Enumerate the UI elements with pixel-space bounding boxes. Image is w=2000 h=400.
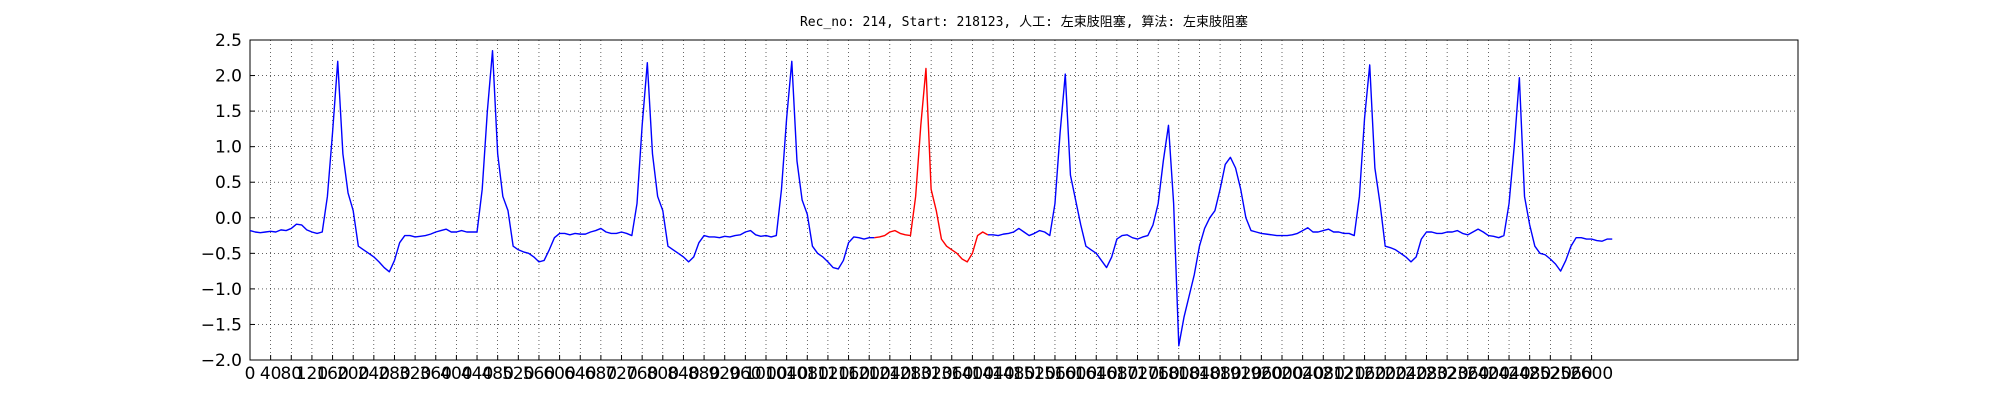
y-tick-label: −1.5 <box>201 315 242 335</box>
x-tick-label: 1760 <box>1137 364 1180 384</box>
x-tick-label: 80 <box>280 364 302 384</box>
x-tick-label: 1440 <box>971 364 1014 384</box>
x-tick-label: 2520 <box>1529 364 1572 384</box>
x-tick-label: 1560 <box>1033 364 1076 384</box>
x-tick-label: 840 <box>667 364 699 384</box>
x-tick-label: 720 <box>605 364 637 384</box>
x-tick-label: 1360 <box>930 364 973 384</box>
x-tick-label: 1240 <box>868 364 911 384</box>
y-tick-label: −2.0 <box>201 351 242 371</box>
x-tick-label: 560 <box>523 364 555 384</box>
x-tick-label: 1800 <box>1157 364 1200 384</box>
x-tick-label: 880 <box>688 364 720 384</box>
x-tick-label: 1920 <box>1219 364 1262 384</box>
x-tick-label: 2480 <box>1508 364 1551 384</box>
x-tick-label: 920 <box>708 364 740 384</box>
x-tick-label: 360 <box>420 364 452 384</box>
x-tick-label: 2560 <box>1549 364 1592 384</box>
x-tick-label: 1480 <box>992 364 1035 384</box>
y-tick-label: 1.0 <box>215 138 242 158</box>
x-tick-label: 2000 <box>1260 364 1303 384</box>
x-tick-label: 2440 <box>1487 364 1530 384</box>
x-tick-label: 1880 <box>1198 364 1241 384</box>
x-tick-label: 1280 <box>889 364 932 384</box>
x-tick-label: 680 <box>585 364 617 384</box>
y-tick-label: −0.5 <box>201 244 242 264</box>
y-tick-label: −1.0 <box>201 280 242 300</box>
x-tick-label: 1960 <box>1240 364 1283 384</box>
x-tick-label: 240 <box>358 364 390 384</box>
x-tick-label: 520 <box>502 364 534 384</box>
ecg-line <box>874 67 989 263</box>
x-tick-label: 2080 <box>1302 364 1345 384</box>
y-tick-label: 0.5 <box>215 173 242 193</box>
x-tick-label: 1400 <box>951 364 994 384</box>
x-tick-label: 1720 <box>1116 364 1159 384</box>
x-tick-label: 400 <box>440 364 472 384</box>
x-tick-label: 2400 <box>1467 364 1510 384</box>
x-tick-label: 800 <box>647 364 679 384</box>
x-tick-label: 960 <box>729 364 761 384</box>
x-tick-label: 2160 <box>1343 364 1386 384</box>
x-tick-label: 0 <box>245 364 256 384</box>
y-tick-label: 1.5 <box>215 102 242 122</box>
chart-title: Rec_no: 214, Start: 218123, 人工: 左束肢阻塞, 算… <box>800 14 1248 30</box>
x-tick-label: 1520 <box>1013 364 1056 384</box>
x-tick-label: 1040 <box>765 364 808 384</box>
y-tick-label: 0.0 <box>215 209 242 229</box>
x-tick-label: 1200 <box>848 364 891 384</box>
x-tick-label: 200 <box>337 364 369 384</box>
x-tick-label: 1080 <box>786 364 829 384</box>
x-tick-label: 2360 <box>1446 364 1489 384</box>
x-tick-label: 760 <box>626 364 658 384</box>
x-tick-label: 440 <box>461 364 493 384</box>
y-tick-label: 2.5 <box>215 31 242 51</box>
plot-frame <box>249 39 1799 361</box>
x-tick-label: 1680 <box>1095 364 1138 384</box>
x-tick-label: 280 <box>378 364 410 384</box>
x-tick-label: 480 <box>481 364 513 384</box>
x-tick-label: 2200 <box>1364 364 1407 384</box>
x-tick-label: 1000 <box>744 364 787 384</box>
x-tick-label: 600 <box>543 364 575 384</box>
x-tick-label: 2040 <box>1281 364 1324 384</box>
x-tick-label: 2240 <box>1384 364 1427 384</box>
x-tick-label: 2280 <box>1405 364 1448 384</box>
x-tick-label: 160 <box>316 364 348 384</box>
x-tick-label: 1600 <box>1054 364 1097 384</box>
x-tick-label: 120 <box>296 364 328 384</box>
ecg-line <box>249 49 1613 347</box>
x-tick-label: 640 <box>564 364 596 384</box>
x-tick-label: 1640 <box>1075 364 1118 384</box>
y-tick-label: 2.0 <box>215 67 242 87</box>
x-tick-label: 1160 <box>827 364 870 384</box>
x-tick-label: 2120 <box>1322 364 1365 384</box>
x-tick-label: 1120 <box>806 364 849 384</box>
x-tick-label: 40 <box>260 364 282 384</box>
x-tick-label: 2600 <box>1570 364 1613 384</box>
x-tick-label: 320 <box>399 364 431 384</box>
x-tick-label: 1320 <box>909 364 952 384</box>
x-tick-label: 1840 <box>1178 364 1221 384</box>
x-tick-label: 2320 <box>1425 364 1468 384</box>
